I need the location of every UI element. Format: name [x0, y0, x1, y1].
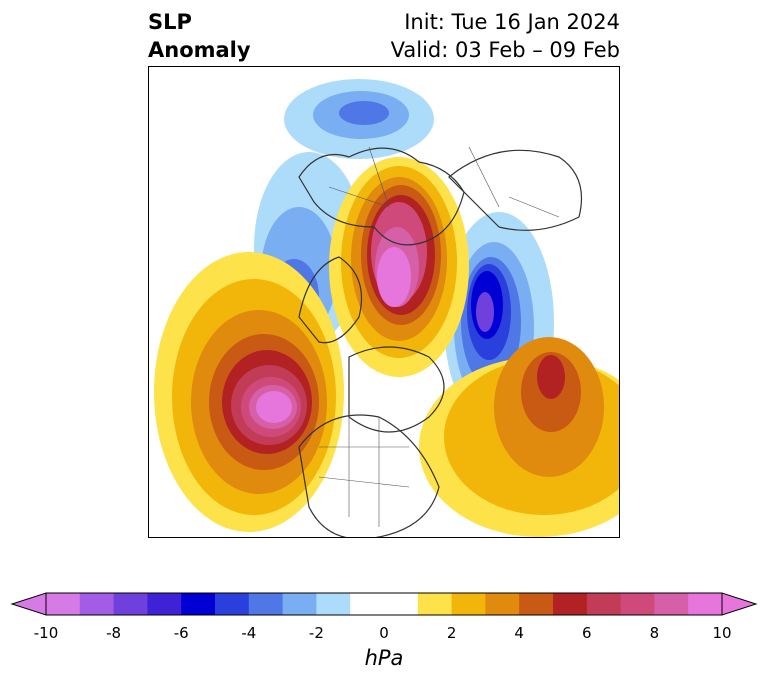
- colorbar-tick-label: 10: [712, 624, 732, 642]
- colorbar-swatch: [282, 593, 317, 615]
- colorbar-swatch: [417, 593, 453, 615]
- colorbar-swatch: [586, 593, 622, 615]
- colorbar: [10, 592, 758, 616]
- colorbar-swatch: [350, 593, 385, 615]
- title-variable-line1: SLP: [148, 10, 192, 34]
- colorbar-swatch: [688, 593, 723, 615]
- colorbar-extend-max: [721, 592, 758, 616]
- colorbar-tick-label: 8: [649, 624, 660, 642]
- init-date-label: Init: Tue 16 Jan 2024: [404, 10, 620, 34]
- colorbar-tick-label: 4: [514, 624, 524, 642]
- colorbar-swatch: [553, 593, 588, 615]
- colorbar-swatch: [384, 593, 419, 615]
- colorbar-swatch: [316, 593, 351, 615]
- colorbar-tick-label: -2: [308, 624, 324, 642]
- colorbar-swatch: [620, 593, 655, 615]
- colorbar-tick-label: 2: [446, 624, 457, 642]
- colorbar-tick-label: 6: [582, 624, 592, 642]
- colorbar-swatch: [519, 593, 554, 615]
- colorbar-tick-label: -4: [241, 624, 257, 642]
- borders: [318, 146, 560, 527]
- positive-anomaly-arctic: [329, 157, 469, 377]
- slp-anomaly-map: [154, 79, 619, 537]
- colorbar-tick-label: -10: [33, 624, 59, 642]
- colorbar-swatch: [451, 593, 486, 615]
- colorbar-swatch: [79, 593, 115, 615]
- positive-anomaly-atlantic: [419, 337, 619, 537]
- colorbar-tick-label: 0: [379, 624, 389, 642]
- colorbar-unit-label: hPa: [364, 646, 404, 670]
- valid-range-label: Valid: 03 Feb – 09 Feb: [390, 38, 620, 62]
- colorbar-swatch: [46, 593, 81, 615]
- colorbar-swatch: [215, 593, 250, 615]
- colorbar-swatch: [113, 593, 148, 615]
- colorbar-tick-label: -8: [106, 624, 122, 642]
- colorbar-swatch: [147, 593, 182, 615]
- coastlines: [298, 147, 583, 537]
- colorbar-swatch: [248, 593, 284, 615]
- positive-anomaly-north-pacific: [154, 252, 344, 532]
- map-panel: [148, 66, 620, 538]
- colorbar-extend-min: [10, 592, 47, 616]
- colorbar-swatch: [485, 593, 520, 615]
- map-title: SLP Anomaly: [148, 8, 251, 64]
- title-variable-line2: Anomaly: [148, 38, 251, 62]
- colorbar-border: [45, 592, 723, 616]
- map-subtitle: Init: Tue 16 Jan 2024 Valid: 03 Feb – 09…: [391, 8, 620, 64]
- colorbar-tick-label: -6: [173, 624, 189, 642]
- colorbar-swatch: [654, 593, 689, 615]
- colorbar-swatch: [181, 593, 216, 615]
